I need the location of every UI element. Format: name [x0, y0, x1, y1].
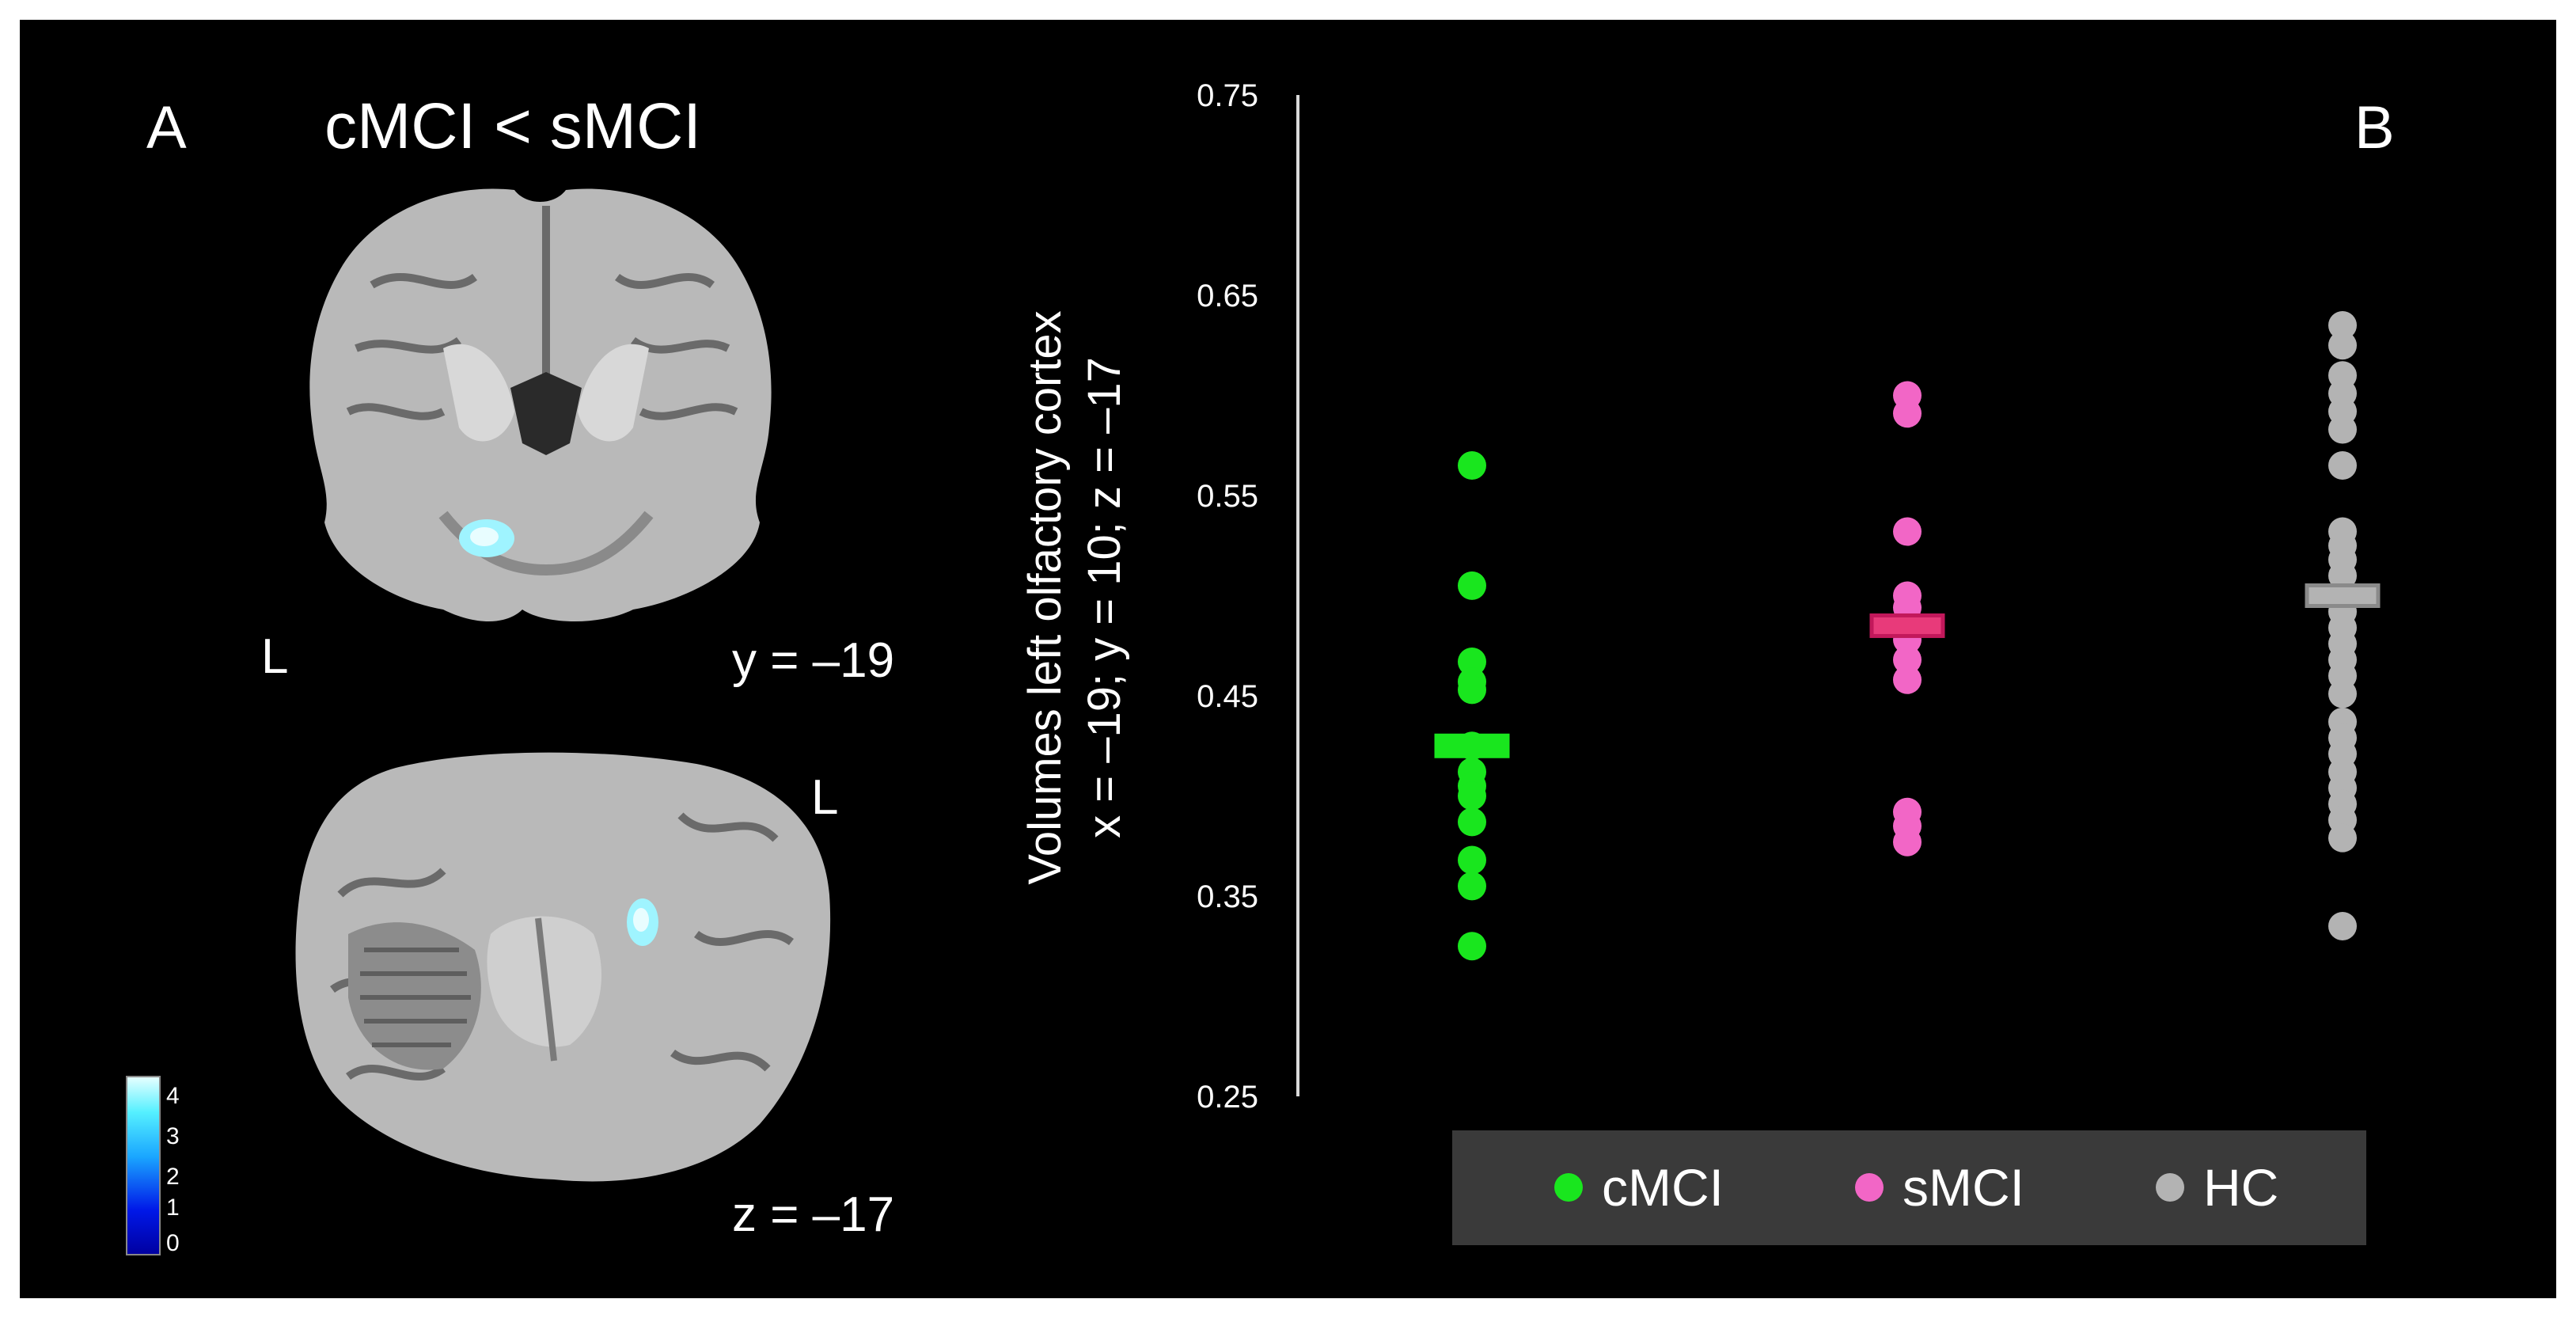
panel-a-label: A [146, 94, 187, 161]
data-point-cmci [1458, 675, 1486, 705]
mean-markers [1434, 583, 2381, 758]
data-point-hc [2328, 679, 2357, 708]
mean-bar-smci [1869, 613, 1945, 638]
panel-a-title: cMCI < sMCI [324, 90, 701, 162]
coronal-brain-slice [309, 188, 772, 621]
mean-bar-cmci [1434, 733, 1510, 758]
data-point-cmci [1458, 845, 1486, 875]
colorbar-tick: 0 [166, 1230, 180, 1256]
y-tick-label: 0.65 [1197, 279, 1258, 313]
data-point-hc [2328, 415, 2357, 444]
legend-label-hc: HC [2203, 1158, 2278, 1217]
axial-side-label: L [811, 770, 838, 825]
data-point-cmci [1458, 571, 1486, 600]
coronal-coord-label: y = –19 [732, 633, 894, 688]
data-point-cmci [1458, 647, 1486, 676]
colorbar-tick: 4 [166, 1083, 180, 1109]
colorbar-ticks: 4 3 2 1 0 [166, 1083, 180, 1256]
y-tick-label: 0.35 [1197, 879, 1258, 914]
legend-marker-hc [2156, 1173, 2184, 1202]
data-point-cmci [1458, 807, 1486, 837]
data-point-hc [2328, 911, 2357, 940]
y-axis-ticks: 0.25 0.35 0.45 0.55 0.65 0.75 [1197, 78, 1258, 1115]
data-point-smci [1893, 827, 1922, 857]
coronal-side-label: L [261, 629, 288, 684]
y-tick-label: 0.55 [1197, 479, 1258, 514]
colorbar-tick: 1 [166, 1195, 180, 1221]
legend-marker-smci [1855, 1173, 1884, 1202]
y-tick-label: 0.25 [1197, 1080, 1258, 1115]
data-point-hc [2328, 823, 2357, 853]
legend-box [1452, 1130, 2366, 1245]
data-point-hc [2328, 331, 2357, 360]
panel-b-label: B [2354, 94, 2395, 161]
colorbar-tick: 3 [166, 1123, 180, 1149]
data-point-hc [2328, 561, 2357, 591]
data-point-smci [1893, 517, 1922, 546]
data-point-hc [2328, 310, 2357, 340]
legend-label-cmci: cMCI [1602, 1158, 1724, 1217]
legend-label-smci: sMCI [1903, 1158, 2024, 1217]
mean-bar-hc [2305, 583, 2381, 608]
colorbar-tick: 2 [166, 1164, 180, 1190]
data-point-cmci [1458, 932, 1486, 961]
panel-b-chart: B Volumes left olfactory cortex x = –19;… [1019, 78, 2395, 1245]
data-point-cmci [1458, 781, 1486, 811]
y-tick-label: 0.75 [1197, 78, 1258, 113]
legend-marker-cmci [1554, 1173, 1583, 1202]
legend: cMCI sMCI HC [1452, 1130, 2366, 1245]
data-point-smci [1893, 645, 1922, 674]
axial-coord-label: z = –17 [732, 1187, 894, 1242]
y-axis-label: Volumes left olfactory cortex [1019, 310, 1071, 884]
data-point-smci [1893, 665, 1922, 694]
y-axis-label-coordinates: x = –19; y = 10; z = –17 [1079, 357, 1130, 838]
colorbar [126, 1076, 161, 1255]
y-tick-label: 0.45 [1197, 679, 1258, 714]
data-point-cmci [1458, 872, 1486, 901]
data-point-hc [2328, 451, 2357, 480]
panel-a: A cMCI < sMCI L y = –19 L z = –17 [126, 90, 894, 1256]
data-point-smci [1893, 399, 1922, 428]
axial-brain-slice [295, 752, 831, 1182]
data-point-cmci [1458, 451, 1486, 480]
